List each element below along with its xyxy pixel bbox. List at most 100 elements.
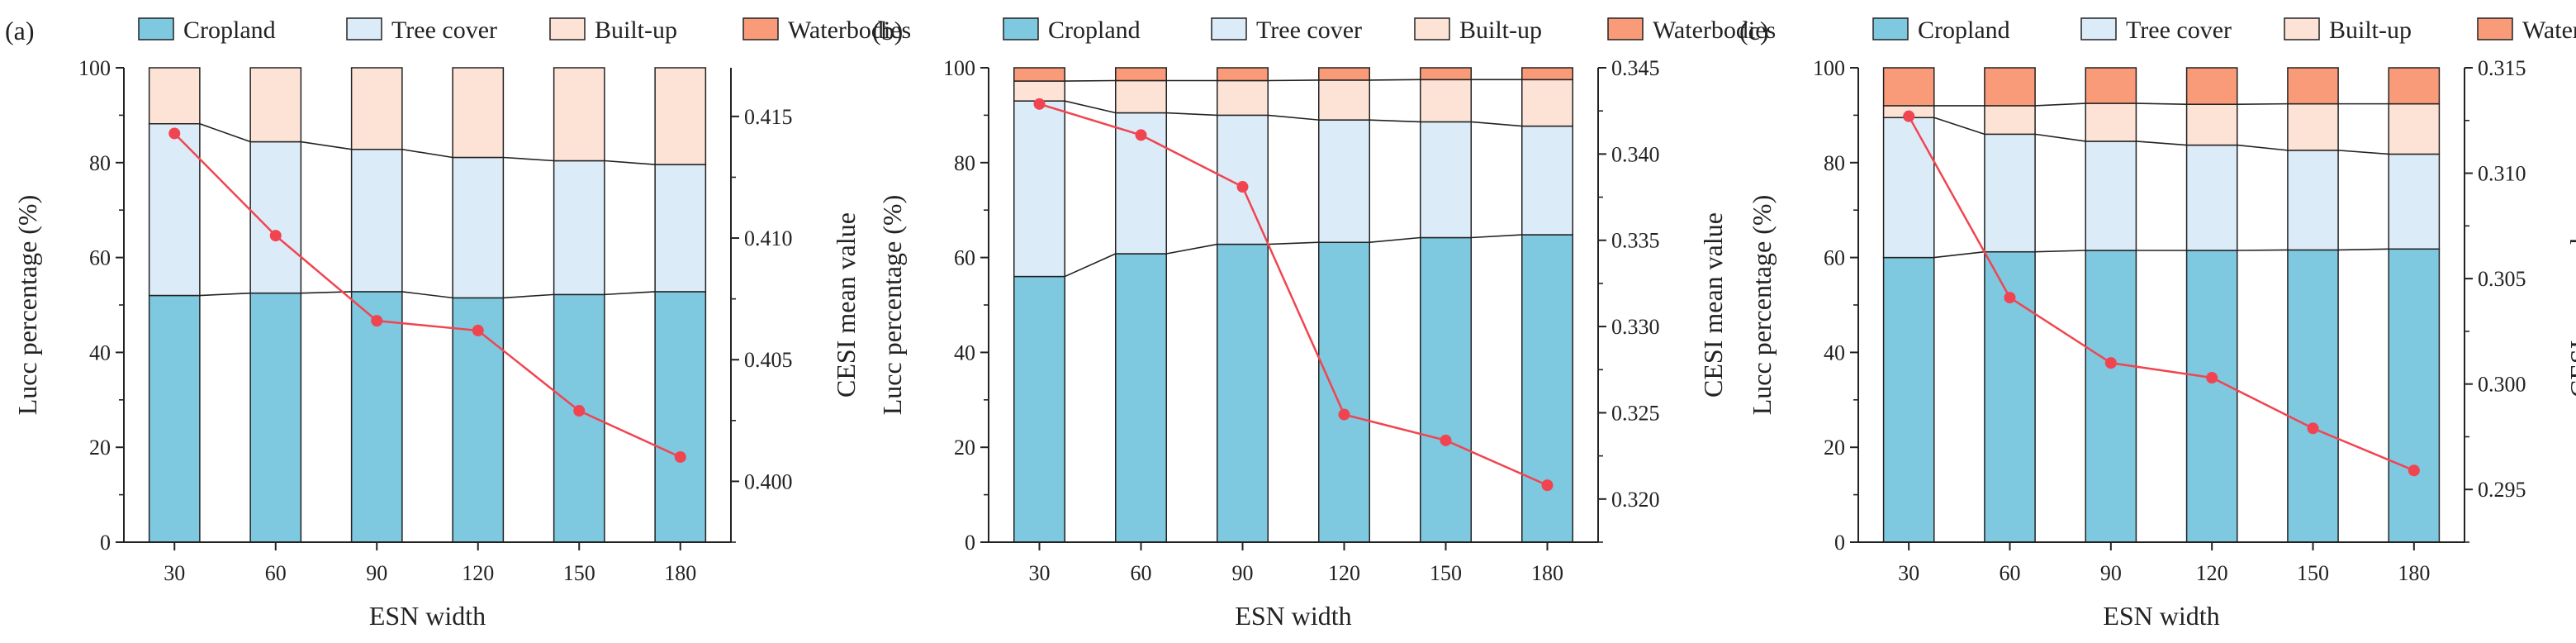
legend-swatch-cropland [1872,17,1909,40]
legend-swatch-built-up [2284,17,2320,40]
y2-tick-label: 0.315 [2478,56,2526,80]
bar-waterbodies-60 [1984,67,2036,107]
connector-tree-cover-1 [1933,117,1985,136]
legend-label-waterbodies: Waterbodies [2522,17,2576,44]
chart-panel-1: (a) Cropland Tree cover Built-up Waterbodies… [5,16,911,631]
connector-cropland-5 [1471,234,1522,239]
bar-built-up-90 [350,67,403,150]
bar-built-up-150 [1420,79,1472,123]
connector-tree-cover-5 [2338,150,2389,155]
y2-tick-label: 0.325 [1611,401,1660,425]
y2-tick-label: 0.345 [1611,56,1660,80]
connector-cropland-1 [199,292,251,297]
y2-tick-label: 0.410 [744,226,793,250]
bar-built-up-120 [452,67,505,159]
bar-built-up-150 [553,67,605,162]
y2-tick-label: 0.300 [2478,373,2526,397]
y-tick-label: 40 [89,341,111,364]
connector-cropland-1 [1064,253,1117,278]
cesi-point-60 [269,230,282,242]
y-tick-label: 100 [943,56,975,80]
y-tick-label: 60 [89,246,111,270]
legend-swatch-tree-cover [2080,17,2117,40]
x-tick-label: 90 [366,561,387,585]
y-tick-label: 100 [78,56,111,80]
y2-tick-label: 0.340 [1611,142,1660,166]
x-tick-label: 150 [1430,561,1462,585]
bar-built-up-180 [2388,102,2441,155]
bar-tree-cover-30 [148,122,201,297]
bar-cropland-30 [1013,275,1065,543]
connector-built-up-1 [1065,79,1116,82]
panel-label: (b) [872,16,903,45]
legend-swatch-waterbodies [1607,17,1644,40]
bar-cropland-180 [2388,248,2441,543]
bar-waterbodies-30 [1882,67,1935,107]
bar-built-up-120 [2185,103,2238,146]
panel-label: (c) [1739,16,1769,45]
cesi-point-180 [674,450,686,463]
bar-waterbodies-180 [1521,67,1573,81]
y-axis-title: Lucc percentage (%) [877,195,907,415]
connector-tree-cover-3 [2136,141,2187,146]
connector-tree-cover-3 [1268,114,1319,121]
cesi-point-90 [371,315,383,327]
y2-tick-label: 0.400 [744,469,793,493]
x-tick-label: 150 [563,561,595,585]
y2-tick-label: 0.320 [1611,488,1660,512]
bar-tree-cover-90 [2085,141,2137,251]
bar-waterbodies-180 [2388,67,2441,105]
x-tick-label: 30 [164,561,185,585]
y-tick-label: 20 [954,436,975,460]
bar-waterbodies-150 [1420,67,1472,81]
x-axis-title: ESN width [369,601,486,631]
bar-waterbodies-30 [1013,67,1065,82]
x-tick-label: 120 [1328,561,1360,585]
y-tick-label: 80 [954,151,975,175]
connector-cropland-2 [2035,250,2086,253]
connector-tree-cover-3 [401,148,453,159]
legend-label-built-up: Built-up [1459,17,1542,44]
x-tick-label: 30 [1898,561,1919,585]
connector-tree-cover-2 [1166,112,1217,117]
bar-tree-cover-150 [2287,150,2339,251]
bar-tree-cover-180 [1521,125,1573,236]
bar-cropland-180 [654,291,707,543]
connector-cropland-3 [401,291,453,299]
cesi-point-150 [1440,434,1452,446]
legend-label-built-up: Built-up [2329,17,2412,44]
y-tick-label: 80 [89,151,111,175]
cesi-point-150 [2307,422,2319,435]
y-tick-label: 40 [954,341,975,364]
y-tick-label: 60 [1824,246,1845,270]
x-tick-label: 60 [265,561,287,585]
cesi-point-30 [168,127,181,140]
bar-tree-cover-60 [1984,133,2036,253]
chart-panel-2: (b) Cropland Tree cover Built-up Waterbodies… [872,16,1776,631]
bar-cropland-90 [350,291,403,543]
legend-label-cropland: Cropland [1048,17,1141,44]
connector-cropland-4 [1369,236,1421,244]
connector-cropland-5 [604,291,656,296]
cesi-point-30 [1033,98,1046,110]
y-tick-label: 0 [100,531,111,555]
x-tick-label: 180 [664,561,696,585]
connector-tree-cover-4 [1369,119,1421,123]
y2-tick-label: 0.330 [1611,315,1660,339]
bar-waterbodies-120 [2185,67,2238,105]
bar-built-up-150 [2287,102,2339,151]
cesi-line [1908,116,2415,472]
x-tick-label: 90 [1232,561,1254,585]
bar-tree-cover-150 [1420,121,1472,239]
cesi-line [173,132,681,459]
y2-tick-label: 0.310 [2478,162,2526,186]
y2-axis-title: CESI mean value [1698,212,1728,398]
bar-waterbodies-90 [1217,67,1269,82]
cesi-point-90 [1236,181,1249,193]
cesi-point-120 [2206,372,2218,384]
y-tick-label: 20 [89,436,111,460]
legend-label-cropland: Cropland [183,17,276,44]
x-tick-label: 60 [1131,561,1152,585]
legend-swatch-waterbodies [2477,17,2513,40]
connector-built-up-3 [2136,102,2187,105]
